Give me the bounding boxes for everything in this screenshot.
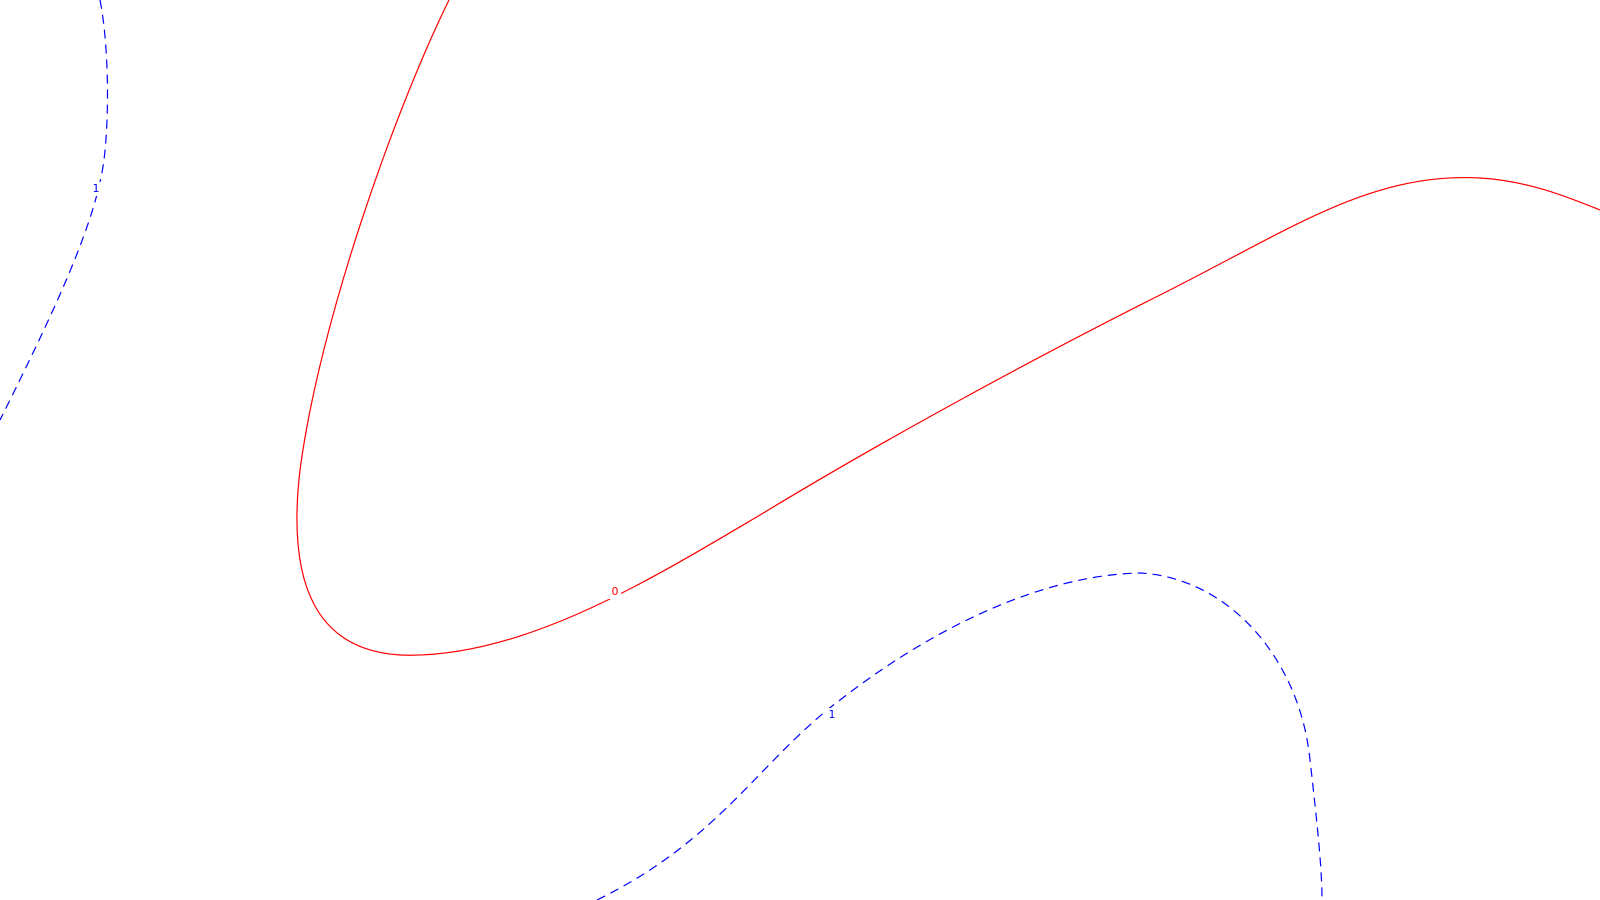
- contour-label-level-0: 0: [612, 585, 619, 598]
- contour-label-bg-level-1-lower-right: [826, 708, 838, 722]
- contour-label-bg-level-1-upper-left: [90, 182, 102, 196]
- contour-label-level-1-lower-right: 1: [829, 708, 836, 721]
- contour-line-level-1-upper-left: [0, 0, 109, 421]
- contour-label-level-1-upper-left: 1: [93, 182, 100, 195]
- contour-line-level-0: [296, 0, 1600, 656]
- contour-label-bg-level-0: [609, 585, 621, 599]
